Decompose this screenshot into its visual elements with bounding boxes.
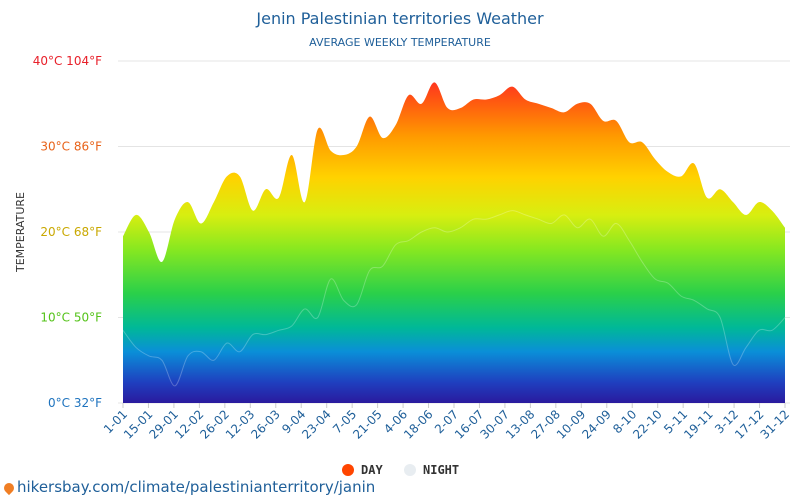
x-tick-label: 23-04 <box>299 407 334 442</box>
x-tick-label: 19-11 <box>681 407 716 442</box>
source-text: hikersbay.com/climate/palestinianterrito… <box>17 478 376 496</box>
y-tick-label: 30°C 86°F <box>40 140 102 154</box>
source-link[interactable]: hikersbay.com/climate/palestinianterrito… <box>1 478 376 496</box>
legend: DAY NIGHT <box>342 463 459 477</box>
chart-title: Jenin Palestinian territories Weather <box>255 9 544 28</box>
x-tick-label: 26-03 <box>248 407 283 442</box>
legend-night-label: NIGHT <box>423 463 459 477</box>
chart-subtitle: AVERAGE WEEKLY TEMPERATURE <box>309 36 491 49</box>
legend-night-marker <box>404 464 416 476</box>
y-tick-label: 40°C 104°F <box>33 54 102 68</box>
x-tick-label: 22-10 <box>630 407 665 442</box>
x-tick-label: 24-09 <box>579 407 614 442</box>
x-tick-labels: 1-0115-0129-0112-0226-0212-0326-039-0423… <box>101 403 792 442</box>
y-axis-label: TEMPERATURE <box>14 192 27 273</box>
y-tick-label: 10°C 50°F <box>40 311 102 325</box>
legend-day-label: DAY <box>361 463 383 477</box>
x-tick-label: 18-06 <box>401 407 436 442</box>
y-tick-labels: 0°C 32°F 10°C 50°F 20°C 68°F 30°C 86°F 40°C … <box>33 54 102 410</box>
map-pin-icon <box>1 480 17 496</box>
series-areas <box>122 82 786 404</box>
x-tick-label: 31-12 <box>758 407 793 442</box>
x-tick-label: 21-05 <box>350 407 385 442</box>
legend-day-marker <box>342 464 354 476</box>
night-temperature-area <box>123 210 785 403</box>
y-tick-label: 0°C 32°F <box>48 396 102 410</box>
y-tick-label: 20°C 68°F <box>40 225 102 239</box>
night-temperature-line <box>122 210 786 387</box>
